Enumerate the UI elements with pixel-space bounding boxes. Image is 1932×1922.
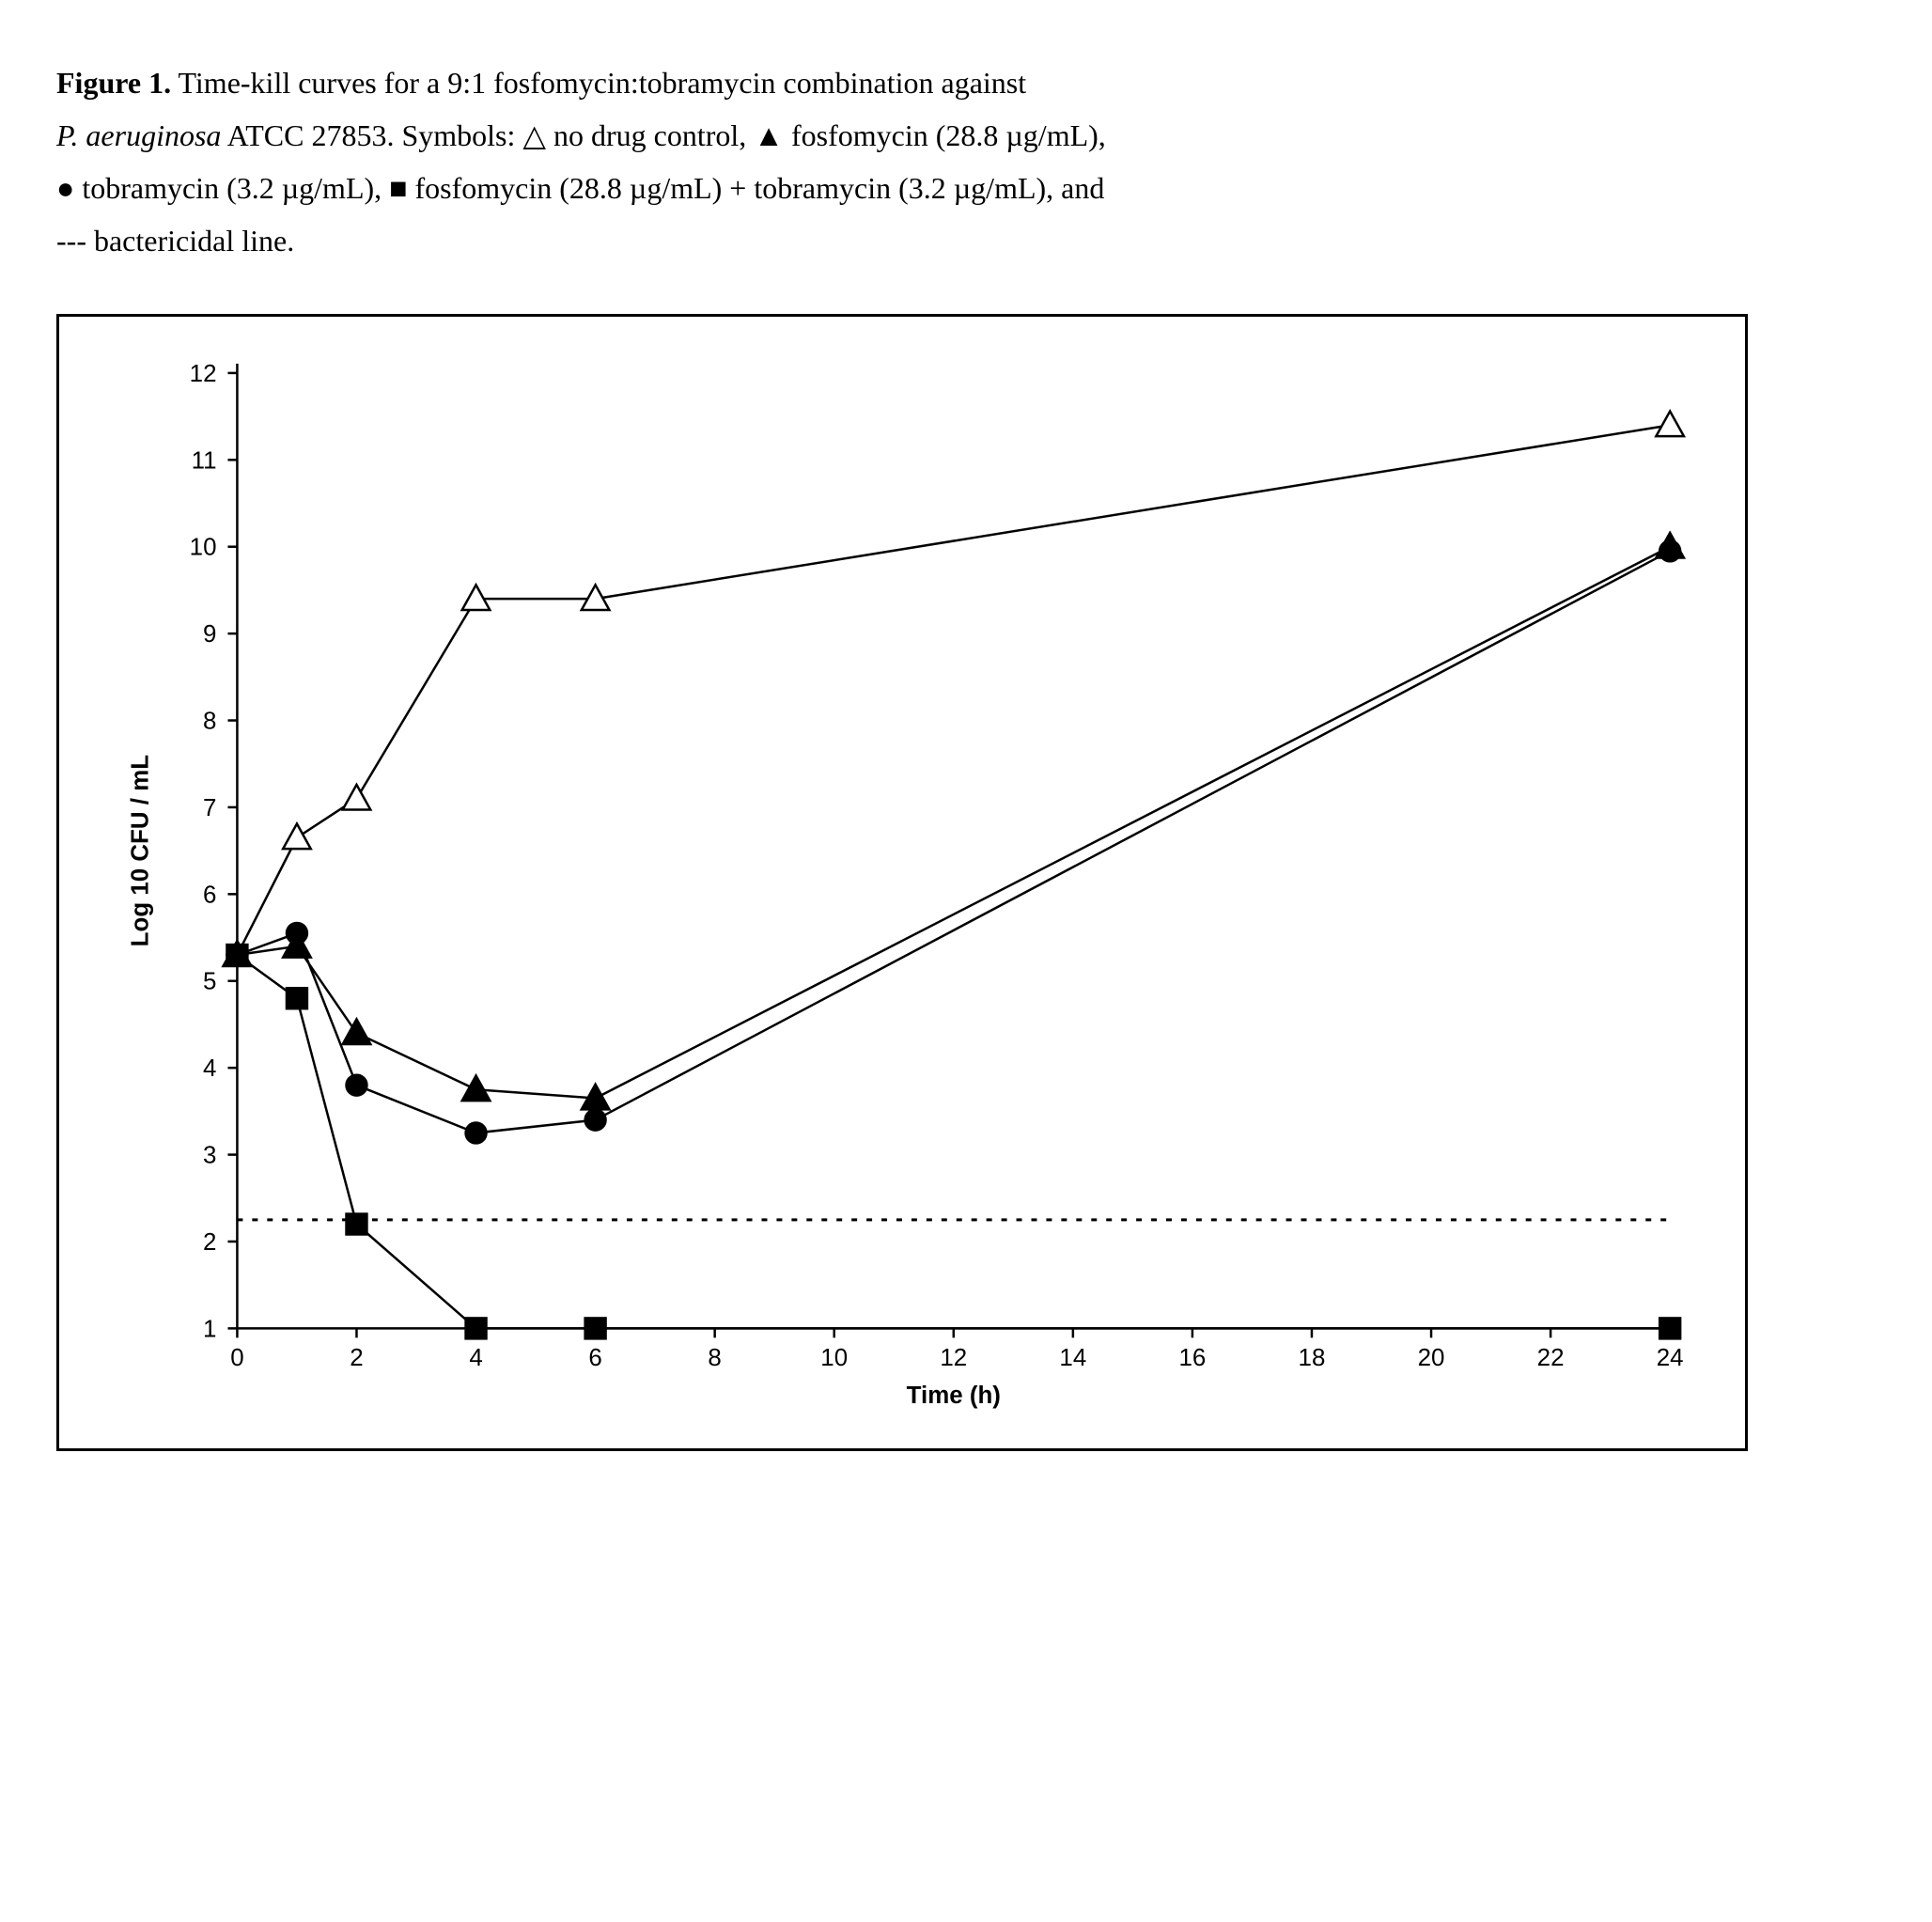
caption-prefix: Figure 1. xyxy=(56,66,171,100)
svg-text:8: 8 xyxy=(203,709,216,735)
legend-sym-fosfo: ▲ xyxy=(754,118,784,152)
caption-organism: P. aeruginosa xyxy=(56,118,221,152)
legend-sym-tobra: ● xyxy=(56,171,74,205)
svg-text:10: 10 xyxy=(190,535,217,561)
svg-text:22: 22 xyxy=(1537,1345,1565,1371)
svg-text:12: 12 xyxy=(940,1345,967,1371)
legend-txt-combo: fosfomycin (28.8 µg/mL) + tobramycin (3.… xyxy=(407,171,1104,205)
legend-txt-fosfo: fosfomycin (28.8 µg/mL), xyxy=(784,118,1106,152)
svg-text:7: 7 xyxy=(203,795,216,821)
figure-caption: Figure 1. Time-kill curves for a 9:1 fos… xyxy=(56,56,1560,267)
svg-text:4: 4 xyxy=(469,1345,482,1371)
svg-text:Log 10 CFU / mL: Log 10 CFU / mL xyxy=(128,755,154,947)
svg-text:3: 3 xyxy=(203,1143,216,1169)
svg-text:5: 5 xyxy=(203,969,216,995)
time-kill-chart: 024681012141618202224123456789101112Time… xyxy=(78,345,1717,1422)
svg-text:6: 6 xyxy=(588,1345,601,1371)
svg-text:2: 2 xyxy=(350,1345,363,1371)
svg-text:16: 16 xyxy=(1178,1345,1206,1371)
caption-l2r: ATCC 27853. Symbols: xyxy=(221,118,522,152)
svg-text:10: 10 xyxy=(820,1345,848,1371)
svg-text:20: 20 xyxy=(1418,1345,1445,1371)
legend-txt-nodrug: no drug control, xyxy=(546,118,754,152)
legend-sym-nodrug: △ xyxy=(522,118,546,152)
caption-l4: --- bactericidal line. xyxy=(56,224,294,258)
svg-text:14: 14 xyxy=(1059,1345,1086,1371)
legend-sym-combo: ■ xyxy=(389,171,407,205)
svg-text:Time (h): Time (h) xyxy=(907,1383,1001,1409)
caption-l1: Time-kill curves for a 9:1 fosfomycin:to… xyxy=(171,66,1026,100)
svg-text:12: 12 xyxy=(190,361,217,387)
chart-frame: 024681012141618202224123456789101112Time… xyxy=(56,314,1748,1451)
svg-text:4: 4 xyxy=(203,1055,216,1082)
svg-text:8: 8 xyxy=(708,1345,721,1371)
svg-text:2: 2 xyxy=(203,1229,216,1256)
legend-txt-tobra: tobramycin (3.2 µg/mL), xyxy=(74,171,389,205)
svg-text:6: 6 xyxy=(203,882,216,908)
svg-text:11: 11 xyxy=(192,447,217,474)
svg-text:1: 1 xyxy=(203,1316,216,1342)
svg-text:24: 24 xyxy=(1657,1345,1684,1371)
svg-text:18: 18 xyxy=(1299,1345,1326,1371)
chart-container: 024681012141618202224123456789101112Time… xyxy=(78,345,1717,1420)
svg-text:9: 9 xyxy=(203,621,216,648)
svg-text:0: 0 xyxy=(230,1345,243,1371)
